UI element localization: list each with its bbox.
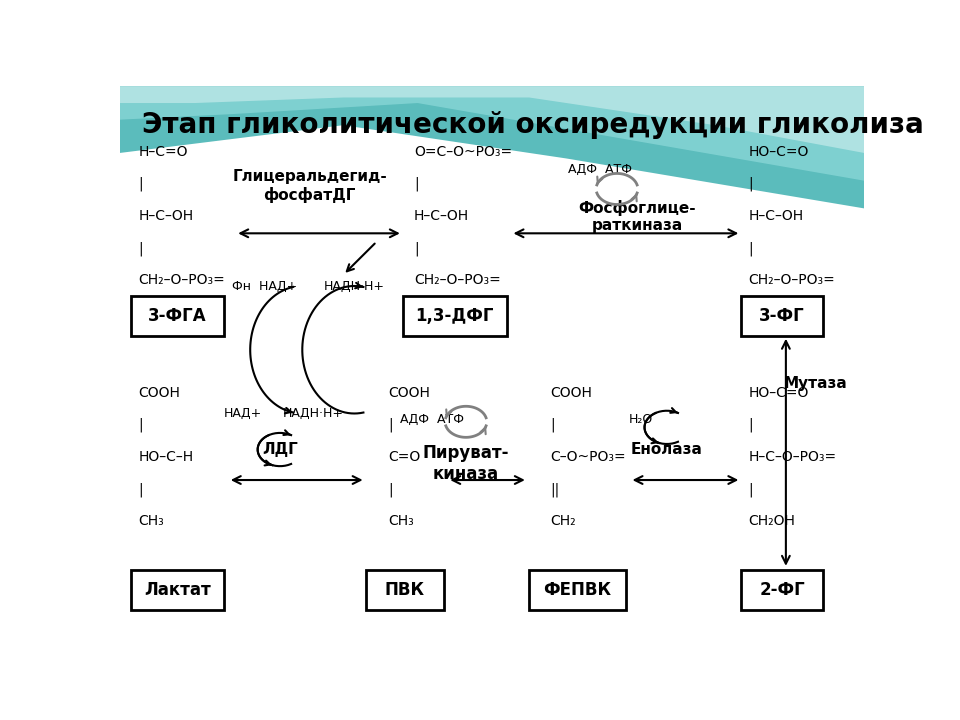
- FancyBboxPatch shape: [741, 296, 823, 336]
- Text: Фн  НАД+: Фн НАД+: [232, 279, 298, 292]
- Text: |: |: [388, 482, 393, 497]
- Text: |: |: [550, 418, 555, 433]
- Text: |: |: [749, 177, 754, 192]
- Text: HO–C=O: HO–C=O: [749, 145, 809, 158]
- FancyBboxPatch shape: [366, 570, 444, 611]
- Text: |: |: [414, 241, 419, 256]
- Text: |: |: [388, 418, 393, 433]
- Text: |: |: [749, 482, 754, 497]
- Text: CH₃: CH₃: [138, 514, 164, 528]
- Text: НАДН·Н+: НАДН·Н+: [283, 407, 344, 420]
- Text: Фосфоглице-
раткиназа: Фосфоглице- раткиназа: [578, 200, 696, 233]
- Text: |: |: [414, 177, 419, 192]
- Text: НАДН·Н+: НАДН·Н+: [324, 279, 385, 292]
- Text: H–C–O–PO₃=: H–C–O–PO₃=: [749, 450, 837, 464]
- Text: CH₂–O–PO₃=: CH₂–O–PO₃=: [138, 273, 226, 287]
- Text: 2-ФГ: 2-ФГ: [759, 581, 805, 599]
- Text: H–C–OH: H–C–OH: [414, 209, 469, 223]
- Text: ЛДГ: ЛДГ: [262, 442, 298, 457]
- Text: O=C–O~PO₃=: O=C–O~PO₃=: [414, 145, 512, 158]
- Text: ФЕПВК: ФЕПВК: [543, 581, 612, 599]
- Text: CH₂–O–PO₃=: CH₂–O–PO₃=: [749, 273, 835, 287]
- Text: H–C–OH: H–C–OH: [138, 209, 194, 223]
- FancyBboxPatch shape: [741, 570, 823, 611]
- Text: CH₂–O–PO₃=: CH₂–O–PO₃=: [414, 273, 500, 287]
- Text: C–O~PO₃=: C–O~PO₃=: [550, 450, 626, 464]
- FancyBboxPatch shape: [132, 296, 225, 336]
- Polygon shape: [120, 86, 864, 208]
- Text: CH₂OH: CH₂OH: [749, 514, 796, 528]
- Text: НАД+: НАД+: [224, 407, 262, 420]
- Text: Лактат: Лактат: [144, 581, 211, 599]
- Text: 1,3-ДФГ: 1,3-ДФГ: [416, 307, 494, 325]
- Text: CH₂: CH₂: [550, 514, 576, 528]
- Text: H–C=O: H–C=O: [138, 145, 188, 158]
- Text: 3-ФГ: 3-ФГ: [759, 307, 805, 325]
- Polygon shape: [120, 86, 864, 181]
- Text: HO–C–H: HO–C–H: [138, 450, 194, 464]
- Text: |: |: [749, 241, 754, 256]
- Text: ||: ||: [550, 482, 560, 497]
- Text: Этап гликолитической оксиредукции гликолиза: Этап гликолитической оксиредукции гликол…: [142, 112, 924, 140]
- Text: 3-ФГА: 3-ФГА: [149, 307, 207, 325]
- Text: Мутаза: Мутаза: [783, 376, 848, 390]
- Text: |: |: [749, 418, 754, 433]
- Text: COOH: COOH: [550, 386, 592, 400]
- Text: Глицеральдегид-
фосфатДГ: Глицеральдегид- фосфатДГ: [232, 169, 387, 203]
- FancyBboxPatch shape: [132, 570, 225, 611]
- Text: ПВК: ПВК: [385, 581, 424, 599]
- Polygon shape: [120, 86, 864, 153]
- Text: АДФ  АТФ: АДФ АТФ: [400, 413, 465, 426]
- Text: COOH: COOH: [388, 386, 430, 400]
- Text: C=O: C=O: [388, 450, 420, 464]
- Text: CH₃: CH₃: [388, 514, 414, 528]
- FancyBboxPatch shape: [529, 570, 626, 611]
- Text: Пируват-
киназа: Пируват- киназа: [422, 444, 509, 483]
- FancyBboxPatch shape: [403, 296, 507, 336]
- Text: |: |: [138, 241, 143, 256]
- Text: Енолаза: Енолаза: [631, 442, 703, 457]
- Text: H–C–OH: H–C–OH: [749, 209, 804, 223]
- Text: HO–C=O: HO–C=O: [749, 386, 809, 400]
- Text: АДФ  АТФ: АДФ АТФ: [568, 163, 632, 176]
- Text: |: |: [138, 418, 143, 433]
- Text: Н₂О: Н₂О: [629, 413, 653, 426]
- Text: |: |: [138, 177, 143, 192]
- Text: |: |: [138, 482, 143, 497]
- Text: COOH: COOH: [138, 386, 180, 400]
